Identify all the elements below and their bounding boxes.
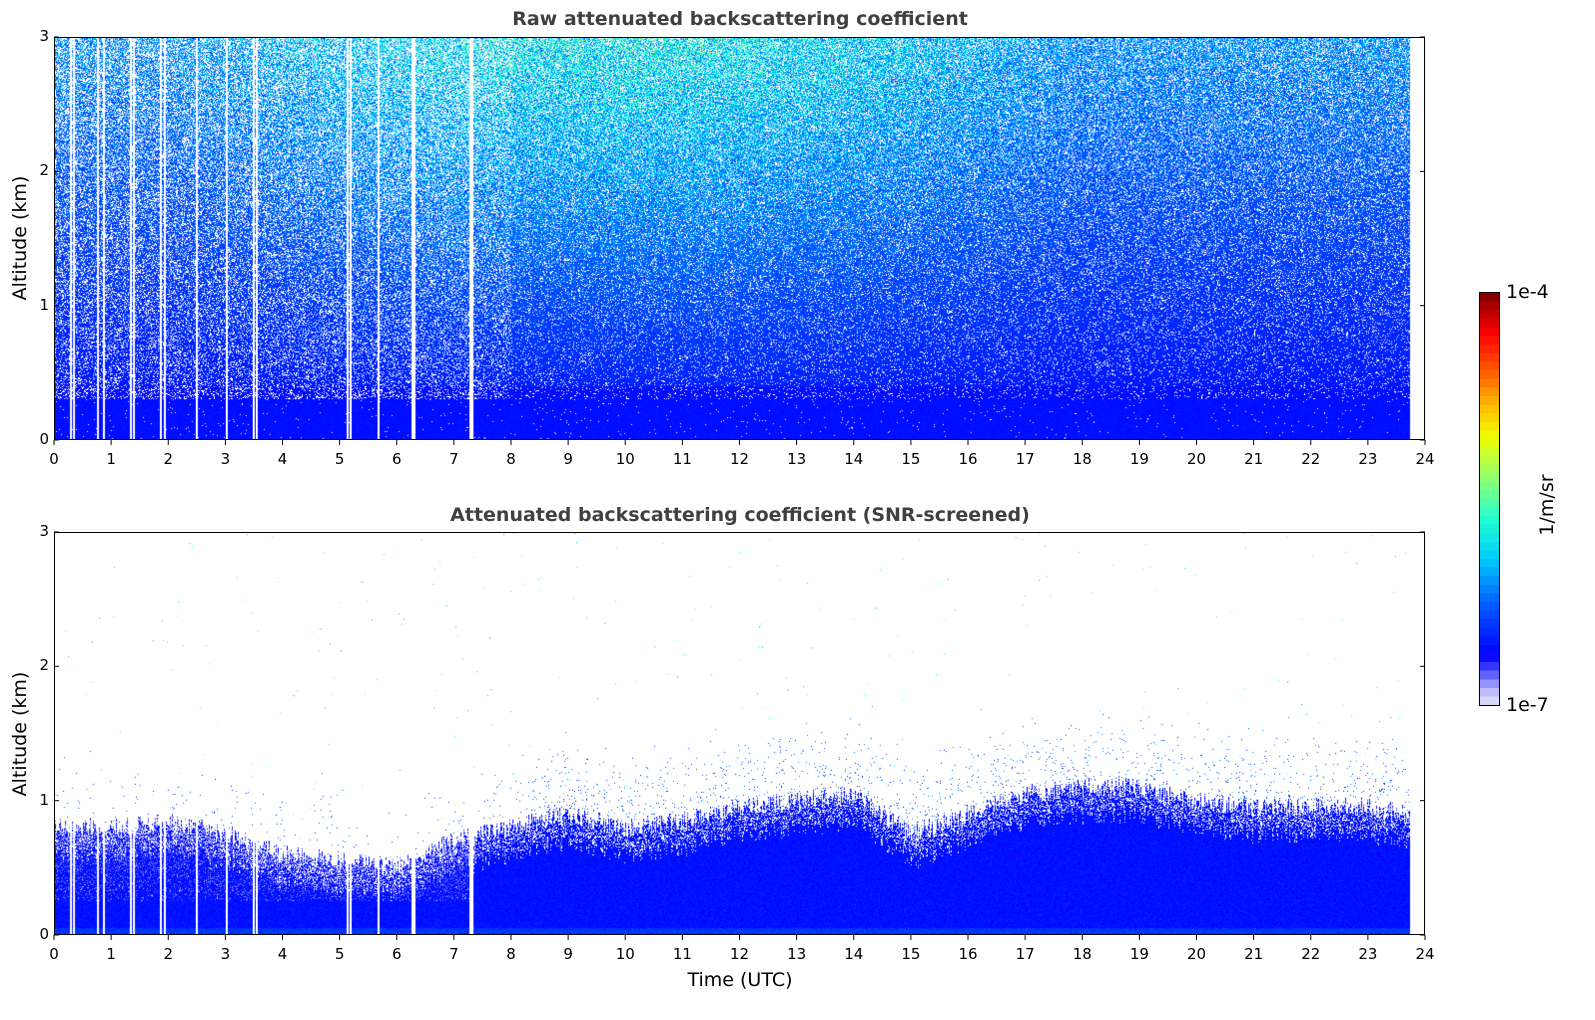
top-chart-title: Raw attenuated backscattering coefficien… bbox=[512, 8, 968, 30]
x-tick-label: 12 bbox=[729, 450, 750, 468]
x-tick-label: 11 bbox=[672, 450, 692, 468]
x-tick-label: 18 bbox=[1072, 945, 1092, 963]
y-tick-label: 3 bbox=[39, 522, 49, 540]
x-tick-label: 17 bbox=[1015, 450, 1035, 468]
x-tick-label: 8 bbox=[506, 945, 516, 963]
x-tick-label: 16 bbox=[958, 945, 978, 963]
x-tick-label: 6 bbox=[391, 450, 402, 468]
colorbar bbox=[1479, 292, 1500, 706]
x-tick-label: 9 bbox=[563, 945, 573, 963]
x-tick-label: 19 bbox=[1129, 450, 1149, 468]
x-tick-label: 3 bbox=[220, 450, 231, 468]
y-tick-label: 1 bbox=[39, 295, 49, 314]
x-tick-label: 1 bbox=[106, 450, 116, 468]
x-tick-label: 21 bbox=[1244, 945, 1264, 963]
y-tick-label: 1 bbox=[39, 790, 49, 809]
x-tick-label: 23 bbox=[1358, 450, 1378, 468]
x-tick-label: 2 bbox=[163, 945, 174, 963]
x-tick-label: 3 bbox=[220, 945, 231, 963]
x-tick-label: 0 bbox=[49, 945, 59, 963]
x-tick-label: 10 bbox=[615, 945, 635, 963]
colorbar-min-label: 1e-7 bbox=[1506, 694, 1549, 716]
y-tick-label: 2 bbox=[39, 161, 49, 180]
x-tick-label: 22 bbox=[1301, 450, 1321, 468]
x-tick-label: 13 bbox=[787, 450, 807, 468]
x-tick-label: 7 bbox=[449, 945, 459, 963]
x-tick-label: 16 bbox=[958, 450, 978, 468]
y-tick-label: 3 bbox=[39, 27, 49, 45]
x-tick-label: 14 bbox=[844, 945, 864, 963]
x-tick-label: 15 bbox=[901, 945, 921, 963]
x-tick-label: 5 bbox=[334, 945, 345, 963]
x-tick-label: 24 bbox=[1415, 945, 1435, 963]
x-tick-label: 14 bbox=[844, 450, 864, 468]
bottom-chart-title: Attenuated backscattering coefficient (S… bbox=[450, 504, 1030, 526]
y-tick-label: 0 bbox=[39, 430, 49, 448]
raw-backscatter-heatmap bbox=[54, 37, 1425, 440]
x-tick-label: 9 bbox=[563, 450, 573, 468]
x-tick-label: 4 bbox=[277, 450, 288, 468]
x-tick-label: 18 bbox=[1072, 450, 1092, 468]
x-tick-label: 20 bbox=[1186, 450, 1207, 468]
x-axis-label: Time (UTC) bbox=[687, 969, 793, 991]
x-tick-label: 24 bbox=[1415, 450, 1435, 468]
x-tick-label: 11 bbox=[672, 945, 692, 963]
x-tick-label: 17 bbox=[1015, 945, 1035, 963]
y-tick-label: 0 bbox=[39, 925, 49, 943]
heatmap-canvas bbox=[55, 38, 1424, 439]
x-tick-label: 15 bbox=[901, 450, 921, 468]
x-tick-label: 0 bbox=[49, 450, 59, 468]
y-tick-label: 2 bbox=[39, 656, 49, 675]
heatmap-canvas bbox=[55, 533, 1424, 934]
x-tick-label: 4 bbox=[277, 945, 288, 963]
x-tick-label: 6 bbox=[391, 945, 402, 963]
x-tick-label: 7 bbox=[449, 450, 459, 468]
snr-screened-heatmap bbox=[54, 532, 1425, 935]
colorbar-max-label: 1e-4 bbox=[1506, 281, 1549, 303]
x-tick-label: 10 bbox=[615, 450, 635, 468]
x-tick-label: 12 bbox=[729, 945, 750, 963]
x-tick-label: 13 bbox=[787, 945, 807, 963]
x-tick-label: 23 bbox=[1358, 945, 1378, 963]
x-tick-label: 1 bbox=[106, 945, 116, 963]
x-tick-label: 19 bbox=[1129, 945, 1149, 963]
x-tick-label: 22 bbox=[1301, 945, 1321, 963]
x-tick-label: 8 bbox=[506, 450, 516, 468]
x-tick-label: 20 bbox=[1186, 945, 1207, 963]
x-tick-label: 5 bbox=[334, 450, 345, 468]
x-tick-label: 2 bbox=[163, 450, 174, 468]
x-tick-label: 21 bbox=[1244, 450, 1264, 468]
